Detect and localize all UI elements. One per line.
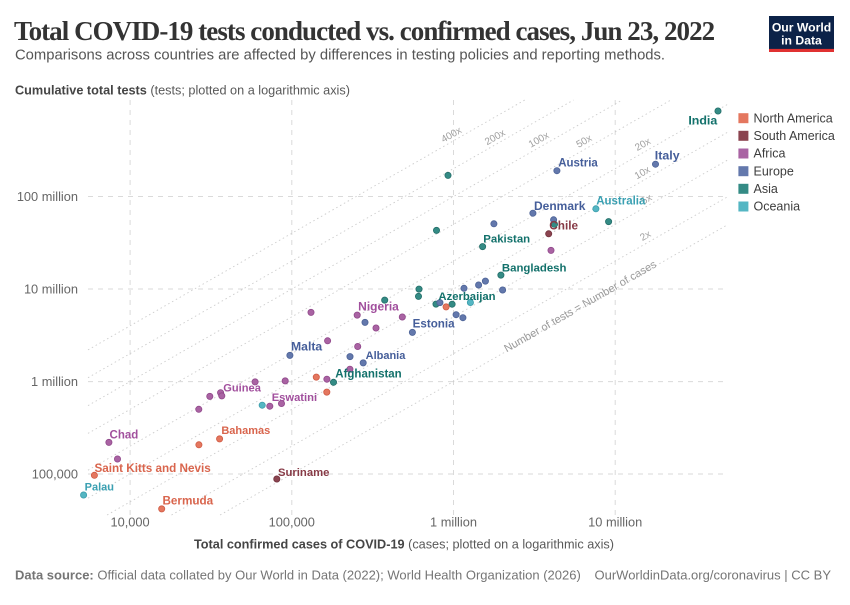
svg-text:OurWorldinData.org/coronavirus: OurWorldinData.org/coronavirus | CC BY	[594, 568, 831, 583]
svg-text:Italy: Italy	[655, 149, 680, 163]
svg-text:Bangladesh: Bangladesh	[502, 263, 567, 275]
svg-text:2x: 2x	[638, 229, 653, 244]
svg-text:North America: North America	[754, 111, 833, 125]
svg-text:Cumulative total tests (tests;: Cumulative total tests (tests; plotted o…	[15, 84, 350, 98]
svg-text:Total confirmed cases of COVID: Total confirmed cases of COVID-19 (cases…	[194, 538, 614, 552]
svg-text:Malta: Malta	[291, 340, 322, 354]
svg-text:100,000: 100,000	[269, 515, 315, 530]
svg-text:Guinea: Guinea	[223, 383, 261, 395]
svg-text:Bahamas: Bahamas	[221, 425, 270, 437]
svg-text:1 million: 1 million	[31, 374, 78, 389]
svg-text:Chile: Chile	[549, 218, 578, 232]
svg-text:10 million: 10 million	[24, 282, 78, 297]
svg-text:Eswatini: Eswatini	[272, 392, 317, 404]
svg-text:10 million: 10 million	[588, 515, 642, 530]
svg-text:Our World: Our World	[772, 21, 831, 35]
svg-text:Azerbaijan: Azerbaijan	[438, 291, 495, 303]
svg-text:Saint Kitts and Nevis: Saint Kitts and Nevis	[94, 462, 211, 475]
svg-text:Africa: Africa	[754, 147, 786, 161]
svg-text:Estonia: Estonia	[413, 318, 455, 331]
svg-text:Chad: Chad	[110, 430, 139, 442]
svg-text:1 million: 1 million	[430, 515, 477, 530]
svg-text:Palau: Palau	[85, 482, 114, 494]
svg-text:100,000: 100,000	[32, 467, 78, 482]
svg-text:India: India	[688, 114, 717, 128]
svg-text:5x: 5x	[639, 192, 654, 207]
svg-text:100 million: 100 million	[17, 189, 78, 204]
svg-text:Suriname: Suriname	[278, 467, 329, 479]
svg-text:Total COVID-19 tests conducted: Total COVID-19 tests conducted vs. confi…	[14, 16, 715, 46]
svg-text:Comparisons across countries a: Comparisons across countries are affecte…	[15, 48, 665, 64]
svg-text:Denmark: Denmark	[534, 199, 586, 213]
svg-text:10,000: 10,000	[111, 515, 150, 530]
svg-text:Australia: Australia	[596, 196, 646, 208]
svg-text:Asia: Asia	[754, 182, 778, 196]
svg-text:Bermuda: Bermuda	[162, 494, 213, 507]
svg-text:Data source: Official data col: Data source: Official data collated by O…	[15, 568, 581, 583]
svg-text:in Data: in Data	[781, 34, 822, 48]
svg-text:Afghanistan: Afghanistan	[335, 368, 401, 380]
svg-text:Europe: Europe	[754, 164, 794, 178]
svg-text:Nigeria: Nigeria	[358, 300, 399, 314]
svg-text:Austria: Austria	[558, 158, 598, 170]
svg-text:Albania: Albania	[366, 350, 407, 362]
svg-text:Pakistan: Pakistan	[483, 233, 530, 245]
svg-text:South America: South America	[754, 129, 835, 143]
svg-text:Oceania: Oceania	[754, 200, 801, 214]
